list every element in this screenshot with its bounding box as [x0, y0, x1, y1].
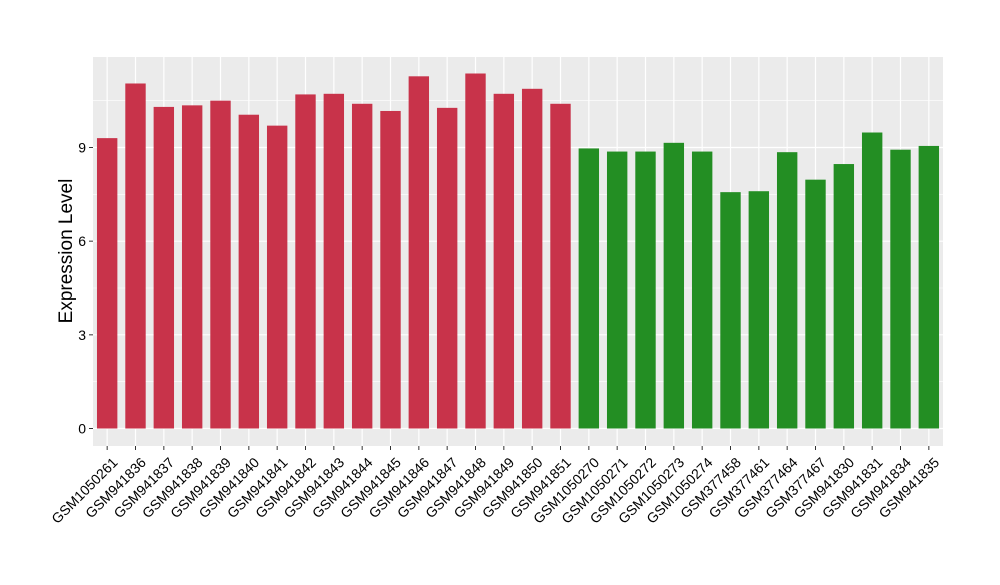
bar-gsm1050272 — [635, 151, 656, 429]
bar-gsm1050261 — [96, 138, 118, 429]
y-tick-label: 0 — [78, 421, 86, 437]
bar-gsm1050271 — [606, 151, 628, 429]
y-axis-label: Expression Level — [56, 179, 77, 324]
y-axis: 0 3 6 9 — [78, 140, 93, 437]
bar-gsm941842 — [295, 94, 316, 429]
bar-gsm941846 — [408, 76, 430, 429]
bar-gsm941848 — [465, 73, 486, 429]
y-tick-label: 6 — [78, 233, 86, 249]
x-axis: GSM1050261GSM941836GSM941837GSM941838GSM… — [48, 446, 942, 527]
bar-gsm941847 — [436, 107, 458, 429]
y-tick-label: 9 — [78, 140, 86, 156]
plot-panel — [93, 57, 943, 446]
bar-gsm941851 — [550, 103, 571, 429]
bar-gsm941843 — [323, 93, 345, 429]
bars — [96, 73, 940, 429]
bar-gsm941844 — [351, 103, 373, 429]
bar-gsm941845 — [380, 110, 401, 429]
bar-gsm1050273 — [663, 142, 685, 429]
bar-gsm377464 — [776, 152, 798, 429]
bar-gsm941838 — [181, 105, 203, 429]
bar-gsm941841 — [266, 125, 288, 429]
bar-gsm941836 — [125, 83, 146, 429]
bar-gsm1050270 — [578, 148, 600, 429]
bar-gsm941849 — [493, 93, 515, 429]
bar-gsm941835 — [918, 145, 940, 429]
bar-gsm941850 — [521, 88, 543, 429]
bar-gsm941834 — [890, 149, 911, 429]
bar-gsm1050274 — [691, 151, 713, 429]
y-tick-label: 3 — [78, 327, 86, 343]
bar-gsm941837 — [153, 106, 175, 429]
bar-gsm377461 — [748, 191, 770, 429]
bar-gsm941831 — [861, 132, 883, 429]
bar-gsm377458 — [720, 192, 741, 429]
bar-gsm941839 — [210, 100, 231, 429]
bar-gsm941840 — [238, 114, 260, 429]
bar-gsm941830 — [833, 164, 855, 429]
bar-gsm377467 — [805, 179, 826, 429]
